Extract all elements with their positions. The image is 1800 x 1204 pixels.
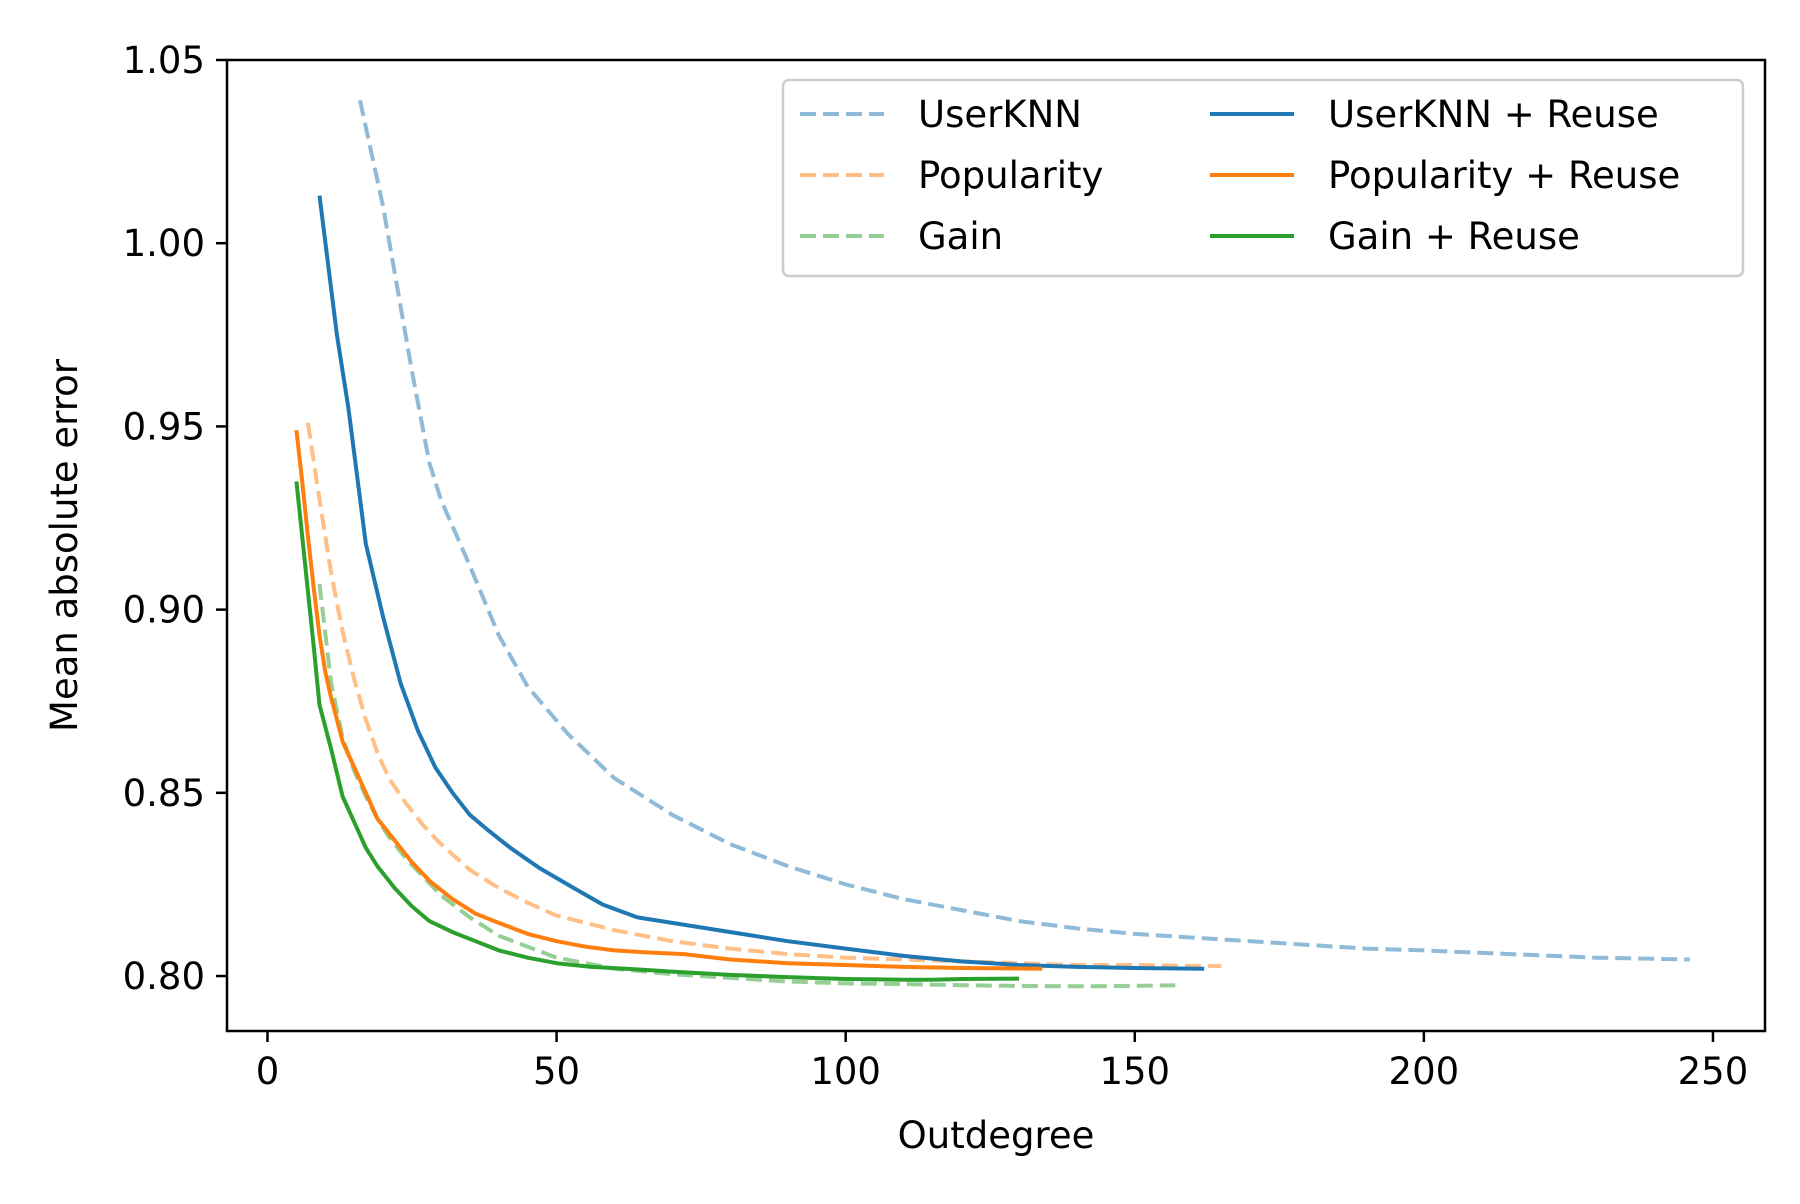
x-tick-label-3: 100: [810, 1050, 881, 1093]
y-tick-label-6: 1.05: [123, 39, 205, 82]
legend-frame: [781, 78, 1745, 278]
legend-label-6: Gain + Reuse: [1328, 215, 1580, 258]
y-tick-label-2: 0.85: [123, 772, 205, 815]
series-line-5: [294, 429, 1043, 971]
x-tick-label-6: 250: [1678, 1050, 1749, 1093]
legend-label-1: UserKNN: [918, 93, 1082, 136]
legend-label-2: Popularity: [918, 154, 1103, 197]
x-tick-label-4: 150: [1099, 1050, 1170, 1093]
series-line-1: [358, 99, 1690, 962]
legend-label-4: UserKNN + Reuse: [1328, 93, 1659, 136]
series-line-4: [317, 195, 1205, 971]
y-tick-label-4: 0.95: [123, 405, 205, 448]
legend: UserKNN Popularity Gain UserKNN + Reuse Popu…: [781, 78, 1745, 278]
series-line-2: [305, 422, 1222, 969]
plot-area: [294, 99, 1690, 989]
x-tick-label-1: 0: [256, 1050, 280, 1093]
legend-label-3: Gain: [918, 215, 1003, 258]
x-tick-label-2: 50: [533, 1050, 580, 1093]
y-axis-label: Mean absolute error: [43, 358, 86, 732]
axes-frame: [225, 58, 1767, 1033]
y-tick-label-1: 0.80: [123, 955, 205, 998]
x-axis-label: Outdegree: [898, 1114, 1095, 1157]
axes-layer: 0 50 100 150 200 250 0.80 0.85 0.90 0.95 1.00 1.05: [123, 39, 1767, 1093]
series-line-6: [294, 481, 1020, 982]
x-tick-label-5: 200: [1389, 1050, 1460, 1093]
y-tick-label-5: 1.00: [123, 222, 205, 265]
y-tick-label-3: 0.90: [123, 589, 205, 632]
legend-label-5: Popularity + Reuse: [1328, 154, 1680, 197]
